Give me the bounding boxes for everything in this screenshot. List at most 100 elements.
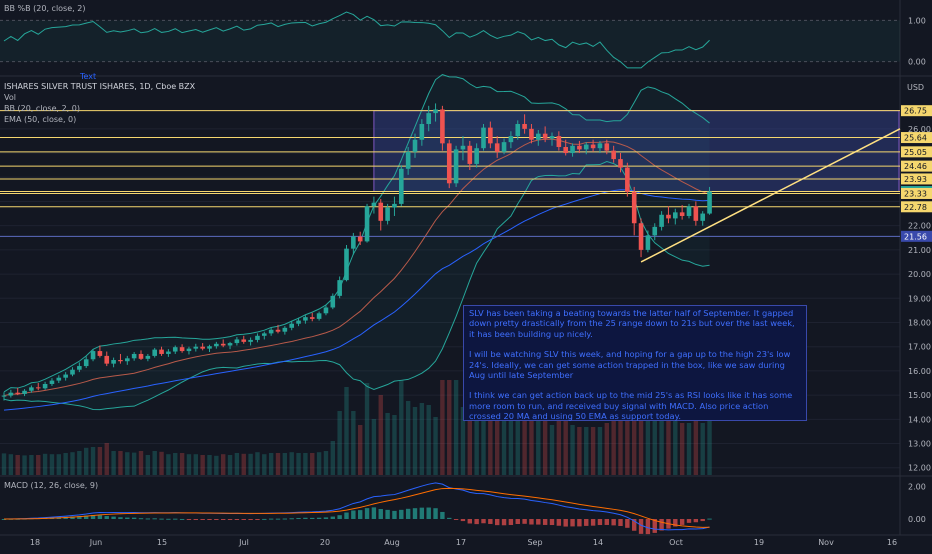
price-badge-label-2: 25.05: [904, 148, 927, 157]
volume-bar-46: [316, 452, 322, 475]
text-tag[interactable]: Text: [80, 72, 97, 81]
price-tick-7: 19.00: [908, 294, 931, 303]
price-tick-5: 21.00: [908, 246, 931, 255]
bb-label[interactable]: BB (20, close, 2, 0): [4, 104, 80, 113]
price-badge-label-0: 26.75: [904, 107, 927, 116]
volume-bar-58: [399, 380, 404, 475]
candle-body-5: [35, 387, 41, 389]
volume-bar-77: [529, 415, 534, 475]
volume-bars: [1, 380, 712, 475]
volume-bar-71: [488, 403, 493, 475]
volume-bar-11: [77, 451, 82, 475]
candle-body-12: [83, 359, 89, 367]
ema-label[interactable]: EMA (50, close, 0): [4, 115, 77, 124]
candle-body-86: [590, 144, 596, 149]
macd-hist-51: [351, 510, 356, 519]
candle-body-2: [15, 392, 20, 394]
note-paragraph-1: SLV has been taking a beating towards th…: [469, 308, 795, 339]
macd-hist-24: [166, 518, 171, 520]
volume-bar-27: [186, 454, 192, 475]
macd-hist-68: [467, 519, 472, 524]
volume-bar-40: [275, 453, 281, 475]
macd-hist-18: [125, 517, 130, 519]
vol-label[interactable]: Vol: [4, 93, 16, 102]
symbol-label[interactable]: ISHARES SILVER TRUST ISHARES, 1D, Cboe B…: [4, 82, 196, 91]
bb-fill: [4, 74, 710, 410]
macd-hist-28: [193, 519, 198, 520]
volume-bar-70: [481, 403, 486, 475]
macd-hist-56: [385, 509, 390, 519]
macd-hist-85: [584, 519, 589, 526]
candle-body-90: [618, 159, 623, 168]
macd-hist-94: [645, 519, 651, 535]
candle-body-75: [515, 123, 521, 137]
time-tick-0: 18: [30, 538, 40, 547]
bbpct-band: [0, 20, 900, 62]
volume-bar-83: [570, 425, 575, 475]
volume-bar-44: [303, 453, 308, 475]
macd-hist-35: [241, 519, 246, 520]
candle-body-56: [385, 207, 390, 221]
price-tick-8: 18.00: [908, 318, 931, 327]
macd-hist-52: [358, 510, 363, 519]
volume-bar-35: [241, 453, 246, 475]
macd-tick-1: 0.00: [908, 515, 926, 524]
bb-pct-label[interactable]: BB %B (20, close, 2): [4, 4, 86, 13]
macd-hist-69: [474, 519, 479, 525]
macd-hist-65: [447, 517, 452, 519]
candle-body-84: [577, 145, 582, 150]
macd-hist-87: [597, 519, 603, 526]
candle-body-39: [268, 329, 274, 334]
macd-hist-12: [84, 515, 89, 519]
candle-body-38: [262, 333, 267, 336]
volume-bar-82: [563, 421, 568, 475]
candle-body-48: [330, 295, 336, 308]
macd-label[interactable]: MACD (12, 26, close, 9): [4, 481, 99, 490]
candle-body-26: [179, 347, 185, 352]
analysis-note[interactable]: SLV has been taking a beating towards th…: [463, 305, 807, 421]
macd-hist-66: [453, 519, 459, 520]
volume-bar-5: [36, 455, 41, 475]
volume-bar-16: [111, 451, 116, 475]
macd-hist-10: [70, 516, 75, 519]
time-tick-7: Sep: [527, 538, 542, 547]
macd-hist-32: [221, 519, 226, 520]
price-badge-label-8: 21.56: [904, 232, 927, 241]
volume-bar-18: [125, 452, 130, 475]
price-badge-bg-7: [901, 201, 932, 213]
candle-body-95: [652, 226, 658, 236]
candle-body-1: [8, 392, 14, 396]
candle-body-82: [563, 146, 568, 154]
volume-bar-38: [262, 454, 267, 475]
macd-hist-0: [1, 519, 7, 520]
macd-hist-45: [310, 517, 315, 519]
price-tick-11: 15.00: [908, 391, 931, 400]
candle-body-7: [49, 380, 55, 384]
candle-body-47: [323, 307, 329, 314]
macd-hist-48: [330, 516, 335, 519]
trend-line[interactable]: [640, 128, 901, 263]
macd-hist-86: [590, 519, 596, 526]
axis-labels: 26.7525.6425.0524.4623.9323.4123.3322.78…: [30, 105, 932, 547]
volume-bar-89: [611, 419, 616, 475]
candle-body-66: [453, 149, 459, 184]
candle-body-43: [296, 320, 301, 324]
macd-hist-61: [419, 507, 425, 519]
candle-body-70: [481, 127, 486, 149]
volume-bar-56: [385, 413, 390, 475]
candle-body-63: [433, 109, 438, 114]
volume-bar-9: [63, 453, 68, 475]
volume-bar-22: [152, 451, 157, 475]
volume-bar-19: [131, 452, 137, 475]
candle-body-46: [316, 313, 322, 319]
volume-bar-64: [440, 380, 445, 475]
volume-bar-73: [501, 421, 507, 475]
macd-hist-31: [214, 519, 219, 520]
bbpct-tick-0: 1.00: [908, 16, 926, 25]
macd-hist-34: [234, 519, 240, 520]
macd-hist-101: [693, 519, 699, 523]
candle-body-37: [255, 335, 260, 340]
volume-bar-28: [193, 454, 198, 475]
